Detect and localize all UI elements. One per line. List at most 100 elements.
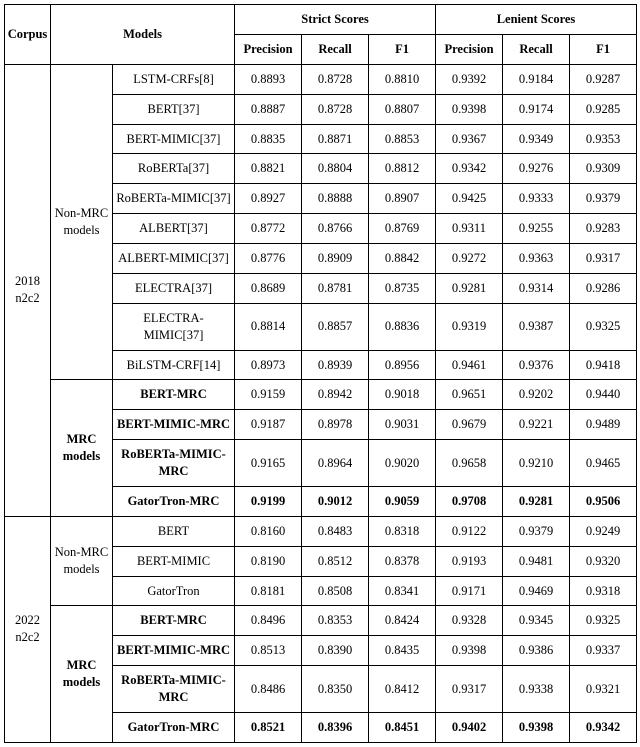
value-cell: 0.8812 bbox=[369, 154, 436, 184]
value-cell: 0.8728 bbox=[302, 94, 369, 124]
value-cell: 0.8907 bbox=[369, 184, 436, 214]
value-cell: 0.8853 bbox=[369, 124, 436, 154]
value-cell: 0.9328 bbox=[436, 606, 503, 636]
value-cell: 0.9387 bbox=[503, 303, 570, 350]
value-cell: 0.9402 bbox=[436, 712, 503, 742]
model-name-cell: BERT-MIMIC[37] bbox=[113, 124, 235, 154]
value-cell: 0.9325 bbox=[570, 606, 637, 636]
value-cell: 0.8942 bbox=[302, 380, 369, 410]
header-lenient: Lenient Scores bbox=[436, 5, 637, 35]
value-cell: 0.9309 bbox=[570, 154, 637, 184]
header-lenient-precision: Precision bbox=[436, 34, 503, 64]
model-category-cell: Non-MRC models bbox=[51, 516, 113, 606]
value-cell: 0.9367 bbox=[436, 124, 503, 154]
value-cell: 0.9287 bbox=[570, 64, 637, 94]
value-cell: 0.9199 bbox=[235, 486, 302, 516]
model-name-cell: BiLSTM-CRF[14] bbox=[113, 350, 235, 380]
value-cell: 0.8821 bbox=[235, 154, 302, 184]
value-cell: 0.8836 bbox=[369, 303, 436, 350]
value-cell: 0.9386 bbox=[503, 636, 570, 666]
value-cell: 0.9440 bbox=[570, 380, 637, 410]
value-cell: 0.9283 bbox=[570, 214, 637, 244]
value-cell: 0.9285 bbox=[570, 94, 637, 124]
value-cell: 0.8486 bbox=[235, 666, 302, 713]
value-cell: 0.8396 bbox=[302, 712, 369, 742]
value-cell: 0.9481 bbox=[503, 546, 570, 576]
table-row: MRC modelsBERT-MRC0.84960.83530.84240.93… bbox=[5, 606, 637, 636]
value-cell: 0.9319 bbox=[436, 303, 503, 350]
value-cell: 0.9311 bbox=[436, 214, 503, 244]
value-cell: 0.8857 bbox=[302, 303, 369, 350]
value-cell: 0.9317 bbox=[570, 244, 637, 274]
value-cell: 0.9506 bbox=[570, 486, 637, 516]
value-cell: 0.8181 bbox=[235, 576, 302, 606]
value-cell: 0.9679 bbox=[436, 410, 503, 440]
value-cell: 0.8956 bbox=[369, 350, 436, 380]
value-cell: 0.9187 bbox=[235, 410, 302, 440]
value-cell: 0.8835 bbox=[235, 124, 302, 154]
value-cell: 0.9031 bbox=[369, 410, 436, 440]
value-cell: 0.8909 bbox=[302, 244, 369, 274]
model-name-cell: GatorTron-MRC bbox=[113, 712, 235, 742]
header-corpus: Corpus bbox=[5, 5, 51, 65]
model-category-cell: Non-MRC models bbox=[51, 64, 113, 380]
value-cell: 0.9281 bbox=[436, 273, 503, 303]
value-cell: 0.9321 bbox=[570, 666, 637, 713]
value-cell: 0.9059 bbox=[369, 486, 436, 516]
value-cell: 0.8483 bbox=[302, 516, 369, 546]
value-cell: 0.8973 bbox=[235, 350, 302, 380]
value-cell: 0.9398 bbox=[436, 94, 503, 124]
table-row: 2018 n2c2Non-MRC modelsLSTM-CRFs[8]0.889… bbox=[5, 64, 637, 94]
value-cell: 0.8512 bbox=[302, 546, 369, 576]
value-cell: 0.9379 bbox=[503, 516, 570, 546]
value-cell: 0.9342 bbox=[436, 154, 503, 184]
value-cell: 0.9184 bbox=[503, 64, 570, 94]
value-cell: 0.8160 bbox=[235, 516, 302, 546]
value-cell: 0.9159 bbox=[235, 380, 302, 410]
value-cell: 0.8871 bbox=[302, 124, 369, 154]
value-cell: 0.9249 bbox=[570, 516, 637, 546]
value-cell: 0.9337 bbox=[570, 636, 637, 666]
table-row: MRC modelsBERT-MRC0.91590.89420.90180.96… bbox=[5, 380, 637, 410]
value-cell: 0.9489 bbox=[570, 410, 637, 440]
value-cell: 0.9392 bbox=[436, 64, 503, 94]
header-lenient-f1: F1 bbox=[570, 34, 637, 64]
value-cell: 0.8814 bbox=[235, 303, 302, 350]
value-cell: 0.8190 bbox=[235, 546, 302, 576]
value-cell: 0.8735 bbox=[369, 273, 436, 303]
value-cell: 0.9272 bbox=[436, 244, 503, 274]
model-name-cell: ELECTRA[37] bbox=[113, 273, 235, 303]
value-cell: 0.8769 bbox=[369, 214, 436, 244]
value-cell: 0.8318 bbox=[369, 516, 436, 546]
model-name-cell: BERT-MIMIC-MRC bbox=[113, 410, 235, 440]
model-name-cell: RoBERTa-MIMIC[37] bbox=[113, 184, 235, 214]
model-name-cell: BERT-MIMIC-MRC bbox=[113, 636, 235, 666]
value-cell: 0.8435 bbox=[369, 636, 436, 666]
value-cell: 0.9363 bbox=[503, 244, 570, 274]
model-name-cell: RoBERTa-MIMIC-MRC bbox=[113, 440, 235, 487]
value-cell: 0.9461 bbox=[436, 350, 503, 380]
value-cell: 0.8939 bbox=[302, 350, 369, 380]
value-cell: 0.8776 bbox=[235, 244, 302, 274]
corpus-cell: 2022 n2c2 bbox=[5, 516, 51, 742]
value-cell: 0.9202 bbox=[503, 380, 570, 410]
results-table: Corpus Models Strict Scores Lenient Scor… bbox=[4, 4, 637, 743]
value-cell: 0.8390 bbox=[302, 636, 369, 666]
header-strict-f1: F1 bbox=[369, 34, 436, 64]
value-cell: 0.9338 bbox=[503, 666, 570, 713]
value-cell: 0.8888 bbox=[302, 184, 369, 214]
value-cell: 0.9345 bbox=[503, 606, 570, 636]
value-cell: 0.8772 bbox=[235, 214, 302, 244]
model-category-cell: MRC models bbox=[51, 606, 113, 742]
value-cell: 0.8781 bbox=[302, 273, 369, 303]
value-cell: 0.9342 bbox=[570, 712, 637, 742]
value-cell: 0.8807 bbox=[369, 94, 436, 124]
header-strict: Strict Scores bbox=[235, 5, 436, 35]
value-cell: 0.9465 bbox=[570, 440, 637, 487]
value-cell: 0.8451 bbox=[369, 712, 436, 742]
model-name-cell: ALBERT[37] bbox=[113, 214, 235, 244]
value-cell: 0.9318 bbox=[570, 576, 637, 606]
corpus-cell: 2018 n2c2 bbox=[5, 64, 51, 516]
model-category-cell: MRC models bbox=[51, 380, 113, 516]
value-cell: 0.8728 bbox=[302, 64, 369, 94]
